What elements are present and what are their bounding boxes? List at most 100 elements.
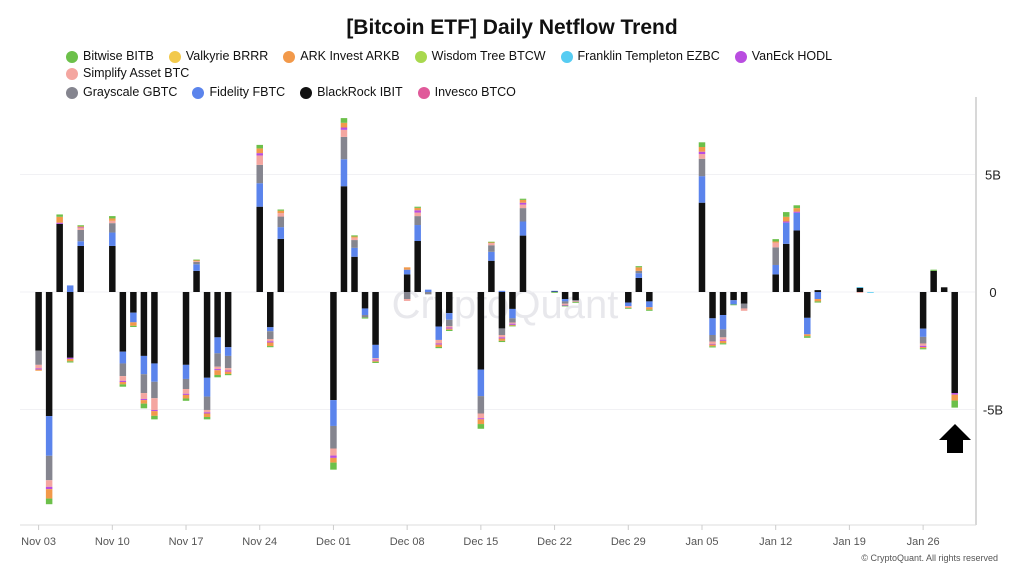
bar-segment-bitwise-bitb[interactable]: [130, 325, 137, 328]
bar-segment-fidelity-fbtc[interactable]: [782, 222, 790, 244]
bar-segment-blackrock-ibit[interactable]: [214, 292, 221, 338]
bar-segment-fidelity-fbtc[interactable]: [224, 347, 232, 356]
bar-segment-blackrock-ibit[interactable]: [740, 292, 748, 304]
bar-segment-vaneck-hodl[interactable]: [477, 418, 485, 420]
bar-segment-bitwise-bitb[interactable]: [214, 374, 221, 378]
bar-segment-bitwise-bitb[interactable]: [793, 205, 801, 209]
bar-segment-bitwise-bitb[interactable]: [330, 462, 337, 470]
bar-segment-fidelity-fbtc[interactable]: [214, 337, 221, 354]
bar-segment-simplify-asset-btc[interactable]: [477, 413, 485, 419]
bar-segment-blackrock-ibit[interactable]: [551, 291, 558, 293]
bar-segment-blackrock-ibit[interactable]: [793, 230, 801, 292]
bar-segment-blackrock-ibit[interactable]: [140, 292, 148, 356]
legend-item-blackrock[interactable]: BlackRock IBIT: [300, 85, 403, 100]
bar-segment-grayscale-gbtc[interactable]: [193, 261, 200, 265]
bar-segment-grayscale-gbtc[interactable]: [709, 335, 716, 342]
bar-segment-vaneck-hodl[interactable]: [719, 339, 727, 341]
bar-segment-grayscale-gbtc[interactable]: [109, 223, 116, 233]
bar-segment-bitwise-bitb[interactable]: [151, 415, 158, 420]
bar-segment-fidelity-fbtc[interactable]: [77, 241, 84, 246]
bar-segment-bitwise-bitb[interactable]: [56, 214, 63, 217]
bar-segment-blackrock-ibit[interactable]: [730, 292, 737, 301]
bar-segment-grayscale-gbtc[interactable]: [361, 315, 369, 318]
bar-segment-fidelity-fbtc[interactable]: [814, 292, 822, 300]
bar-segment-bitwise-bitb[interactable]: [930, 269, 937, 271]
bar-segment-vaneck-hodl[interactable]: [793, 211, 801, 213]
bar-segment-fidelity-fbtc[interactable]: [488, 251, 495, 261]
bar-segment-vaneck-hodl[interactable]: [951, 393, 958, 395]
bar-segment-fidelity-fbtc[interactable]: [919, 328, 927, 337]
bar-segment-blackrock-ibit[interactable]: [330, 292, 337, 401]
bar-segment-ark-invest-arkb[interactable]: [77, 226, 84, 228]
bar-segment-fidelity-fbtc[interactable]: [477, 369, 485, 397]
bar-segment-simplify-asset-btc[interactable]: [414, 212, 421, 217]
bar-segment-ark-invest-arkb[interactable]: [698, 147, 706, 152]
bar-segment-ark-invest-arkb[interactable]: [351, 236, 358, 238]
bar-segment-fidelity-fbtc[interactable]: [403, 269, 411, 275]
bar-segment-blackrock-ibit[interactable]: [698, 202, 706, 292]
bar-segment-blackrock-ibit[interactable]: [804, 292, 811, 318]
bar-segment-vaneck-hodl[interactable]: [45, 486, 53, 490]
bar-segment-simplify-asset-btc[interactable]: [182, 389, 190, 394]
bar-segment-blackrock-ibit[interactable]: [509, 292, 516, 309]
bar-segment-grayscale-gbtc[interactable]: [214, 353, 221, 367]
bar-segment-blackrock-ibit[interactable]: [77, 245, 84, 292]
bar-segment-grayscale-gbtc[interactable]: [119, 363, 127, 377]
bar-segment-simplify-asset-btc[interactable]: [488, 242, 495, 246]
bar-segment-simplify-asset-btc[interactable]: [203, 409, 211, 413]
bar-segment-grayscale-gbtc[interactable]: [424, 292, 432, 295]
bar-segment-fidelity-fbtc[interactable]: [730, 300, 737, 305]
bar-segment-vaneck-hodl[interactable]: [119, 380, 127, 383]
bar-segment-grayscale-gbtc[interactable]: [498, 328, 506, 336]
bar-segment-bitwise-bitb[interactable]: [361, 317, 369, 319]
bar-segment-simplify-asset-btc[interactable]: [498, 335, 506, 338]
bar-segment-bitwise-bitb[interactable]: [561, 305, 569, 307]
bar-segment-ark-invest-arkb[interactable]: [919, 346, 927, 349]
bar-segment-ark-invest-arkb[interactable]: [635, 267, 643, 271]
bar-segment-blackrock-ibit[interactable]: [256, 206, 263, 292]
bar-segment-grayscale-gbtc[interactable]: [635, 270, 643, 274]
bar-segment-grayscale-gbtc[interactable]: [277, 216, 285, 228]
bar-segment-bitwise-bitb[interactable]: [498, 340, 506, 343]
bar-segment-blackrock-ibit[interactable]: [351, 256, 358, 292]
bar-segment-simplify-asset-btc[interactable]: [77, 227, 84, 230]
bar-segment-blackrock-ibit[interactable]: [224, 292, 232, 348]
bar-segment-simplify-asset-btc[interactable]: [856, 292, 864, 293]
bar-segment-vaneck-hodl[interactable]: [35, 368, 42, 370]
bar-segment-bitwise-bitb[interactable]: [140, 403, 148, 409]
bar-segment-grayscale-gbtc[interactable]: [919, 336, 927, 344]
bar-segment-blackrock-ibit[interactable]: [930, 270, 937, 292]
bar-segment-simplify-asset-btc[interactable]: [193, 261, 200, 263]
bar-segment-grayscale-gbtc[interactable]: [330, 425, 337, 449]
bar-segment-simplify-asset-btc[interactable]: [740, 308, 748, 311]
bar-segment-simplify-asset-btc[interactable]: [372, 358, 379, 360]
bar-segment-grayscale-gbtc[interactable]: [45, 455, 53, 481]
bar-segment-ark-invest-arkb[interactable]: [625, 307, 632, 309]
bar-segment-vaneck-hodl[interactable]: [519, 202, 527, 205]
legend-item-invesco[interactable]: Invesco BTCO: [417, 85, 516, 100]
bar-segment-ark-invest-arkb[interactable]: [372, 360, 379, 362]
bar-segment-fidelity-fbtc[interactable]: [424, 289, 432, 292]
bar-segment-ark-invest-arkb[interactable]: [256, 148, 263, 154]
bar-segment-bitwise-bitb[interactable]: [193, 259, 200, 261]
legend-item-simplify[interactable]: Simplify Asset BTC: [66, 66, 189, 81]
bar-segment-simplify-asset-btc[interactable]: [509, 322, 516, 324]
bar-segment-blackrock-ibit[interactable]: [446, 292, 453, 314]
bar-segment-blackrock-ibit[interactable]: [193, 270, 200, 292]
bar-segment-ark-invest-arkb[interactable]: [519, 199, 527, 203]
bar-segment-blackrock-ibit[interactable]: [488, 260, 495, 292]
bar-segment-fidelity-fbtc[interactable]: [182, 364, 190, 379]
bar-segment-ark-invest-arkb[interactable]: [772, 241, 779, 243]
bar-segment-grayscale-gbtc[interactable]: [740, 303, 748, 309]
bar-segment-grayscale-gbtc[interactable]: [267, 331, 274, 339]
bar-segment-grayscale-gbtc[interactable]: [446, 319, 453, 327]
bar-segment-ark-invest-arkb[interactable]: [414, 207, 421, 211]
bar-segment-ark-invest-arkb[interactable]: [66, 358, 74, 362]
bar-segment-fidelity-fbtc[interactable]: [646, 301, 653, 308]
bar-segment-grayscale-gbtc[interactable]: [403, 292, 411, 300]
bar-segment-ark-invest-arkb[interactable]: [403, 267, 411, 270]
bar-segment-blackrock-ibit[interactable]: [782, 243, 790, 292]
bar-segment-blackrock-ibit[interactable]: [951, 292, 958, 394]
bar-segment-grayscale-gbtc[interactable]: [340, 136, 348, 160]
bar-segment-ark-invest-arkb[interactable]: [203, 413, 211, 418]
